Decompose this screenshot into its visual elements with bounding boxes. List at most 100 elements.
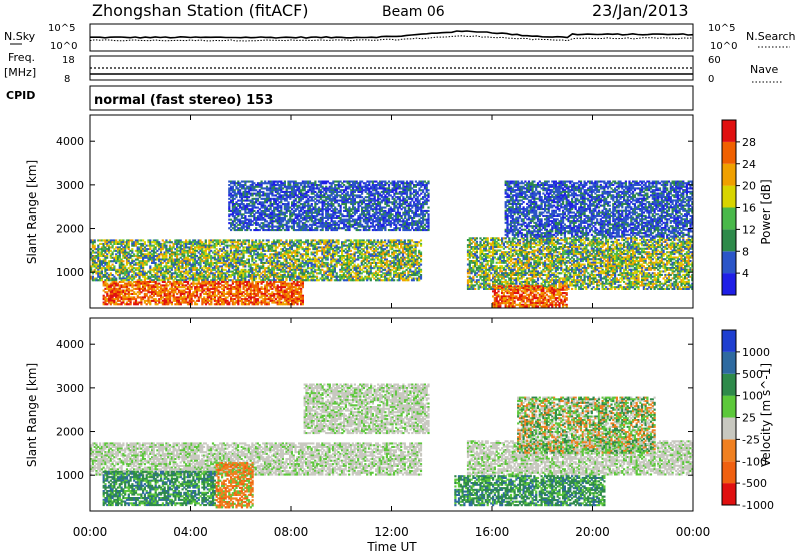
data-cell: [254, 241, 258, 244]
data-cell: [217, 251, 220, 254]
data-cell: [133, 272, 136, 275]
data-cell: [158, 282, 161, 285]
data-cell: [109, 239, 112, 242]
data-cell: [242, 282, 245, 285]
data-cell: [382, 260, 385, 263]
data-cell: [91, 255, 94, 258]
data-cell: [115, 298, 118, 301]
data-cell: [247, 227, 251, 230]
data-cell: [237, 274, 240, 277]
data-cell: [255, 292, 258, 295]
data-cell: [213, 261, 216, 264]
data-cell: [274, 265, 277, 268]
data-cell: [367, 256, 371, 259]
data-cell: [140, 244, 143, 247]
data-cell: [235, 251, 238, 254]
data-cell: [360, 242, 363, 245]
data-cell: [237, 253, 240, 256]
data-cell: [160, 292, 163, 295]
data-cell: [201, 272, 204, 275]
data-cell: [242, 265, 245, 268]
data-cell: [247, 248, 250, 251]
data-cell: [102, 280, 105, 283]
data-cell: [133, 260, 136, 263]
data-cell: [400, 275, 403, 278]
data-cell: [384, 268, 387, 271]
data-cell: [319, 256, 322, 259]
data-cell: [323, 270, 326, 273]
data-cell: [253, 292, 256, 295]
data-cell: [412, 274, 415, 277]
data-cell: [405, 244, 408, 247]
data-cell: [294, 239, 297, 242]
data-cell: [215, 287, 218, 290]
data-cell: [269, 279, 272, 282]
data-cell: [364, 258, 367, 261]
data-cell: [177, 260, 180, 263]
data-cell: [341, 274, 344, 277]
data-cell: [152, 289, 155, 292]
data-cell: [217, 265, 220, 268]
data-cell: [129, 265, 132, 268]
data-cell: [310, 242, 313, 245]
data-cell: [174, 280, 177, 283]
data-cell: [115, 241, 118, 244]
data-cell: [111, 253, 114, 256]
data-cell: [208, 242, 211, 245]
data-cell: [167, 260, 170, 263]
data-cell: [394, 249, 397, 252]
data-cell: [251, 270, 254, 273]
data-cell: [163, 258, 166, 261]
data-cell: [410, 239, 414, 242]
data-cell: [154, 242, 157, 245]
data-cell: [127, 241, 130, 244]
data-cell: [107, 267, 111, 270]
data-cell: [344, 275, 347, 278]
data-cell: [403, 279, 406, 282]
data-cell: [419, 251, 423, 254]
data-cell: [256, 286, 260, 289]
data-cell: [109, 282, 112, 285]
data-cell: [106, 241, 109, 244]
data-cell: [179, 260, 182, 263]
data-cell: [256, 270, 259, 273]
data-cell: [177, 286, 181, 289]
data-cell: [213, 277, 216, 280]
data-cell: [351, 277, 354, 280]
data-cell: [158, 275, 161, 278]
data-cell: [393, 275, 396, 278]
data-cell: [131, 268, 134, 271]
data-cell: [133, 287, 136, 290]
data-cell: [206, 282, 209, 285]
data-cell: [242, 270, 245, 273]
data-cell: [382, 275, 385, 278]
data-cell: [317, 242, 320, 245]
data-cell: [321, 246, 324, 249]
data-cell: [342, 255, 345, 258]
data-cell: [179, 282, 182, 285]
data-cell: [373, 261, 376, 264]
data-cell: [185, 275, 188, 278]
data-cell: [249, 284, 252, 287]
data-cell: [204, 258, 207, 261]
data-cell: [339, 260, 342, 263]
data-cell: [375, 242, 378, 245]
data-cell: [292, 272, 295, 275]
data-cell: [326, 255, 329, 258]
data-cell: [151, 241, 154, 244]
data-cell: [283, 265, 286, 268]
data-cell: [330, 260, 333, 263]
data-cell: [213, 249, 216, 252]
data-cell: [353, 253, 356, 256]
data-cell: [151, 284, 154, 287]
data-cell: [299, 241, 302, 244]
data-cell: [247, 260, 250, 263]
data-cell: [140, 260, 143, 263]
data-cell: [188, 294, 191, 297]
data-cell: [299, 261, 302, 264]
data-cell: [194, 287, 197, 290]
data-cell: [292, 277, 295, 280]
data-cell: [294, 255, 297, 258]
data-cell: [287, 248, 290, 251]
data-cell: [276, 267, 279, 270]
